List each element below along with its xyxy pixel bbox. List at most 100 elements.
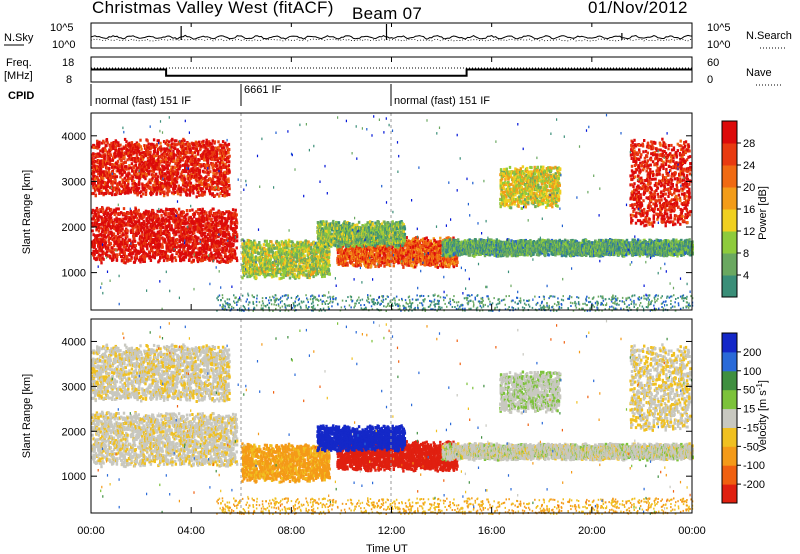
noise-tick-low-right: 10^0 bbox=[707, 39, 731, 51]
power-cell bbox=[130, 191, 132, 194]
power-cell bbox=[163, 190, 165, 193]
power-cell bbox=[103, 186, 105, 189]
power-cell bbox=[157, 175, 159, 178]
freq-tick-high: 18 bbox=[62, 57, 74, 69]
power-cell bbox=[149, 181, 151, 184]
power-cell bbox=[160, 148, 162, 151]
cpid-segment-2: 6661 IF bbox=[244, 84, 282, 96]
power-cell bbox=[114, 179, 116, 182]
power-cell bbox=[125, 165, 127, 168]
power-cell bbox=[139, 152, 141, 155]
power-cell bbox=[149, 151, 151, 154]
power-cell bbox=[168, 190, 170, 193]
freq-tick-low: 8 bbox=[66, 74, 72, 86]
power-cell bbox=[152, 177, 154, 180]
power-cell bbox=[171, 138, 173, 141]
site-title: Christmas Valley West (fitACF) bbox=[92, 0, 334, 17]
power-cell bbox=[152, 184, 154, 187]
power-cell bbox=[123, 156, 125, 159]
power-cell bbox=[175, 139, 177, 142]
power-cell bbox=[158, 160, 160, 163]
power-cell bbox=[103, 141, 105, 144]
power-cell bbox=[164, 153, 166, 156]
power-cell bbox=[100, 168, 102, 171]
power-cell bbox=[159, 142, 161, 145]
power-cell bbox=[146, 139, 148, 142]
power-cell bbox=[141, 184, 143, 187]
power-cell bbox=[173, 160, 175, 163]
power-cell bbox=[111, 192, 113, 195]
power-cell bbox=[144, 177, 146, 180]
power-cell bbox=[124, 171, 126, 174]
power-cell bbox=[103, 174, 105, 177]
power-cell bbox=[167, 161, 169, 164]
power-cell bbox=[153, 158, 155, 161]
nave-label: Nave bbox=[746, 67, 772, 79]
power-cell bbox=[153, 138, 155, 141]
power-cell bbox=[168, 187, 170, 190]
power-cell bbox=[104, 155, 106, 158]
power-cell bbox=[156, 143, 158, 146]
date-label: 01/Nov/2012 bbox=[588, 0, 688, 17]
noise-tick-low-left: 10^0 bbox=[52, 39, 76, 51]
power-cell bbox=[174, 166, 176, 169]
power-cell bbox=[168, 140, 170, 143]
power-cell bbox=[165, 158, 167, 161]
power-cell bbox=[136, 173, 138, 176]
power-cell bbox=[92, 152, 94, 155]
nave-tick-low: 0 bbox=[707, 74, 713, 86]
power-cell bbox=[167, 193, 169, 196]
beam-label: Beam 07 bbox=[352, 4, 422, 23]
power-cell bbox=[110, 154, 112, 157]
power-cell bbox=[116, 175, 118, 178]
power-cell bbox=[121, 166, 123, 169]
power-cell bbox=[110, 176, 112, 179]
power-cell bbox=[131, 162, 133, 165]
power-cell bbox=[166, 139, 168, 142]
power-cell bbox=[138, 187, 140, 190]
power-cell bbox=[114, 152, 116, 155]
power-cell bbox=[167, 167, 169, 170]
power-cell bbox=[170, 185, 172, 188]
power-cell bbox=[139, 139, 141, 142]
power-cell bbox=[131, 170, 133, 173]
power-cell bbox=[132, 176, 134, 179]
power-cell bbox=[145, 193, 147, 196]
power-cell bbox=[95, 194, 97, 197]
power-cell bbox=[94, 160, 96, 163]
power-cell bbox=[148, 143, 150, 146]
power-cell bbox=[138, 182, 140, 185]
power-cell bbox=[108, 167, 110, 170]
power-cell bbox=[182, 164, 184, 167]
power-cell bbox=[116, 190, 118, 193]
freq-label-2: [MHz] bbox=[4, 70, 33, 82]
power-cell bbox=[127, 180, 129, 183]
power-cell bbox=[150, 146, 152, 149]
power-cell bbox=[107, 185, 109, 188]
power-cell bbox=[102, 177, 104, 180]
power-cell bbox=[119, 148, 121, 151]
power-cell bbox=[148, 173, 150, 176]
power-cell bbox=[177, 172, 179, 175]
power-cell bbox=[170, 145, 172, 148]
power-cell bbox=[175, 143, 177, 146]
power-cell bbox=[140, 148, 142, 151]
power-cell bbox=[110, 142, 112, 145]
power-cell bbox=[129, 144, 131, 147]
noise-strip: N.Sky 10^5 10^0 10^5 10^0 N.Search bbox=[4, 22, 792, 51]
cpid-segment-3: normal (fast) 151 IF bbox=[394, 95, 490, 107]
power-cell bbox=[106, 162, 108, 165]
nsearch-label: N.Search bbox=[746, 30, 792, 42]
power-cell bbox=[175, 185, 177, 188]
power-cell bbox=[153, 155, 155, 158]
power-cell bbox=[119, 144, 121, 147]
power-cell bbox=[105, 144, 107, 147]
power-cell bbox=[135, 164, 137, 167]
power-cell bbox=[111, 163, 113, 166]
power-cell bbox=[125, 140, 127, 143]
noise-tick-high-left: 10^5 bbox=[50, 22, 74, 34]
power-cell bbox=[109, 159, 111, 162]
power-cell bbox=[156, 191, 158, 194]
power-cell bbox=[179, 165, 181, 168]
power-cell bbox=[174, 147, 176, 150]
